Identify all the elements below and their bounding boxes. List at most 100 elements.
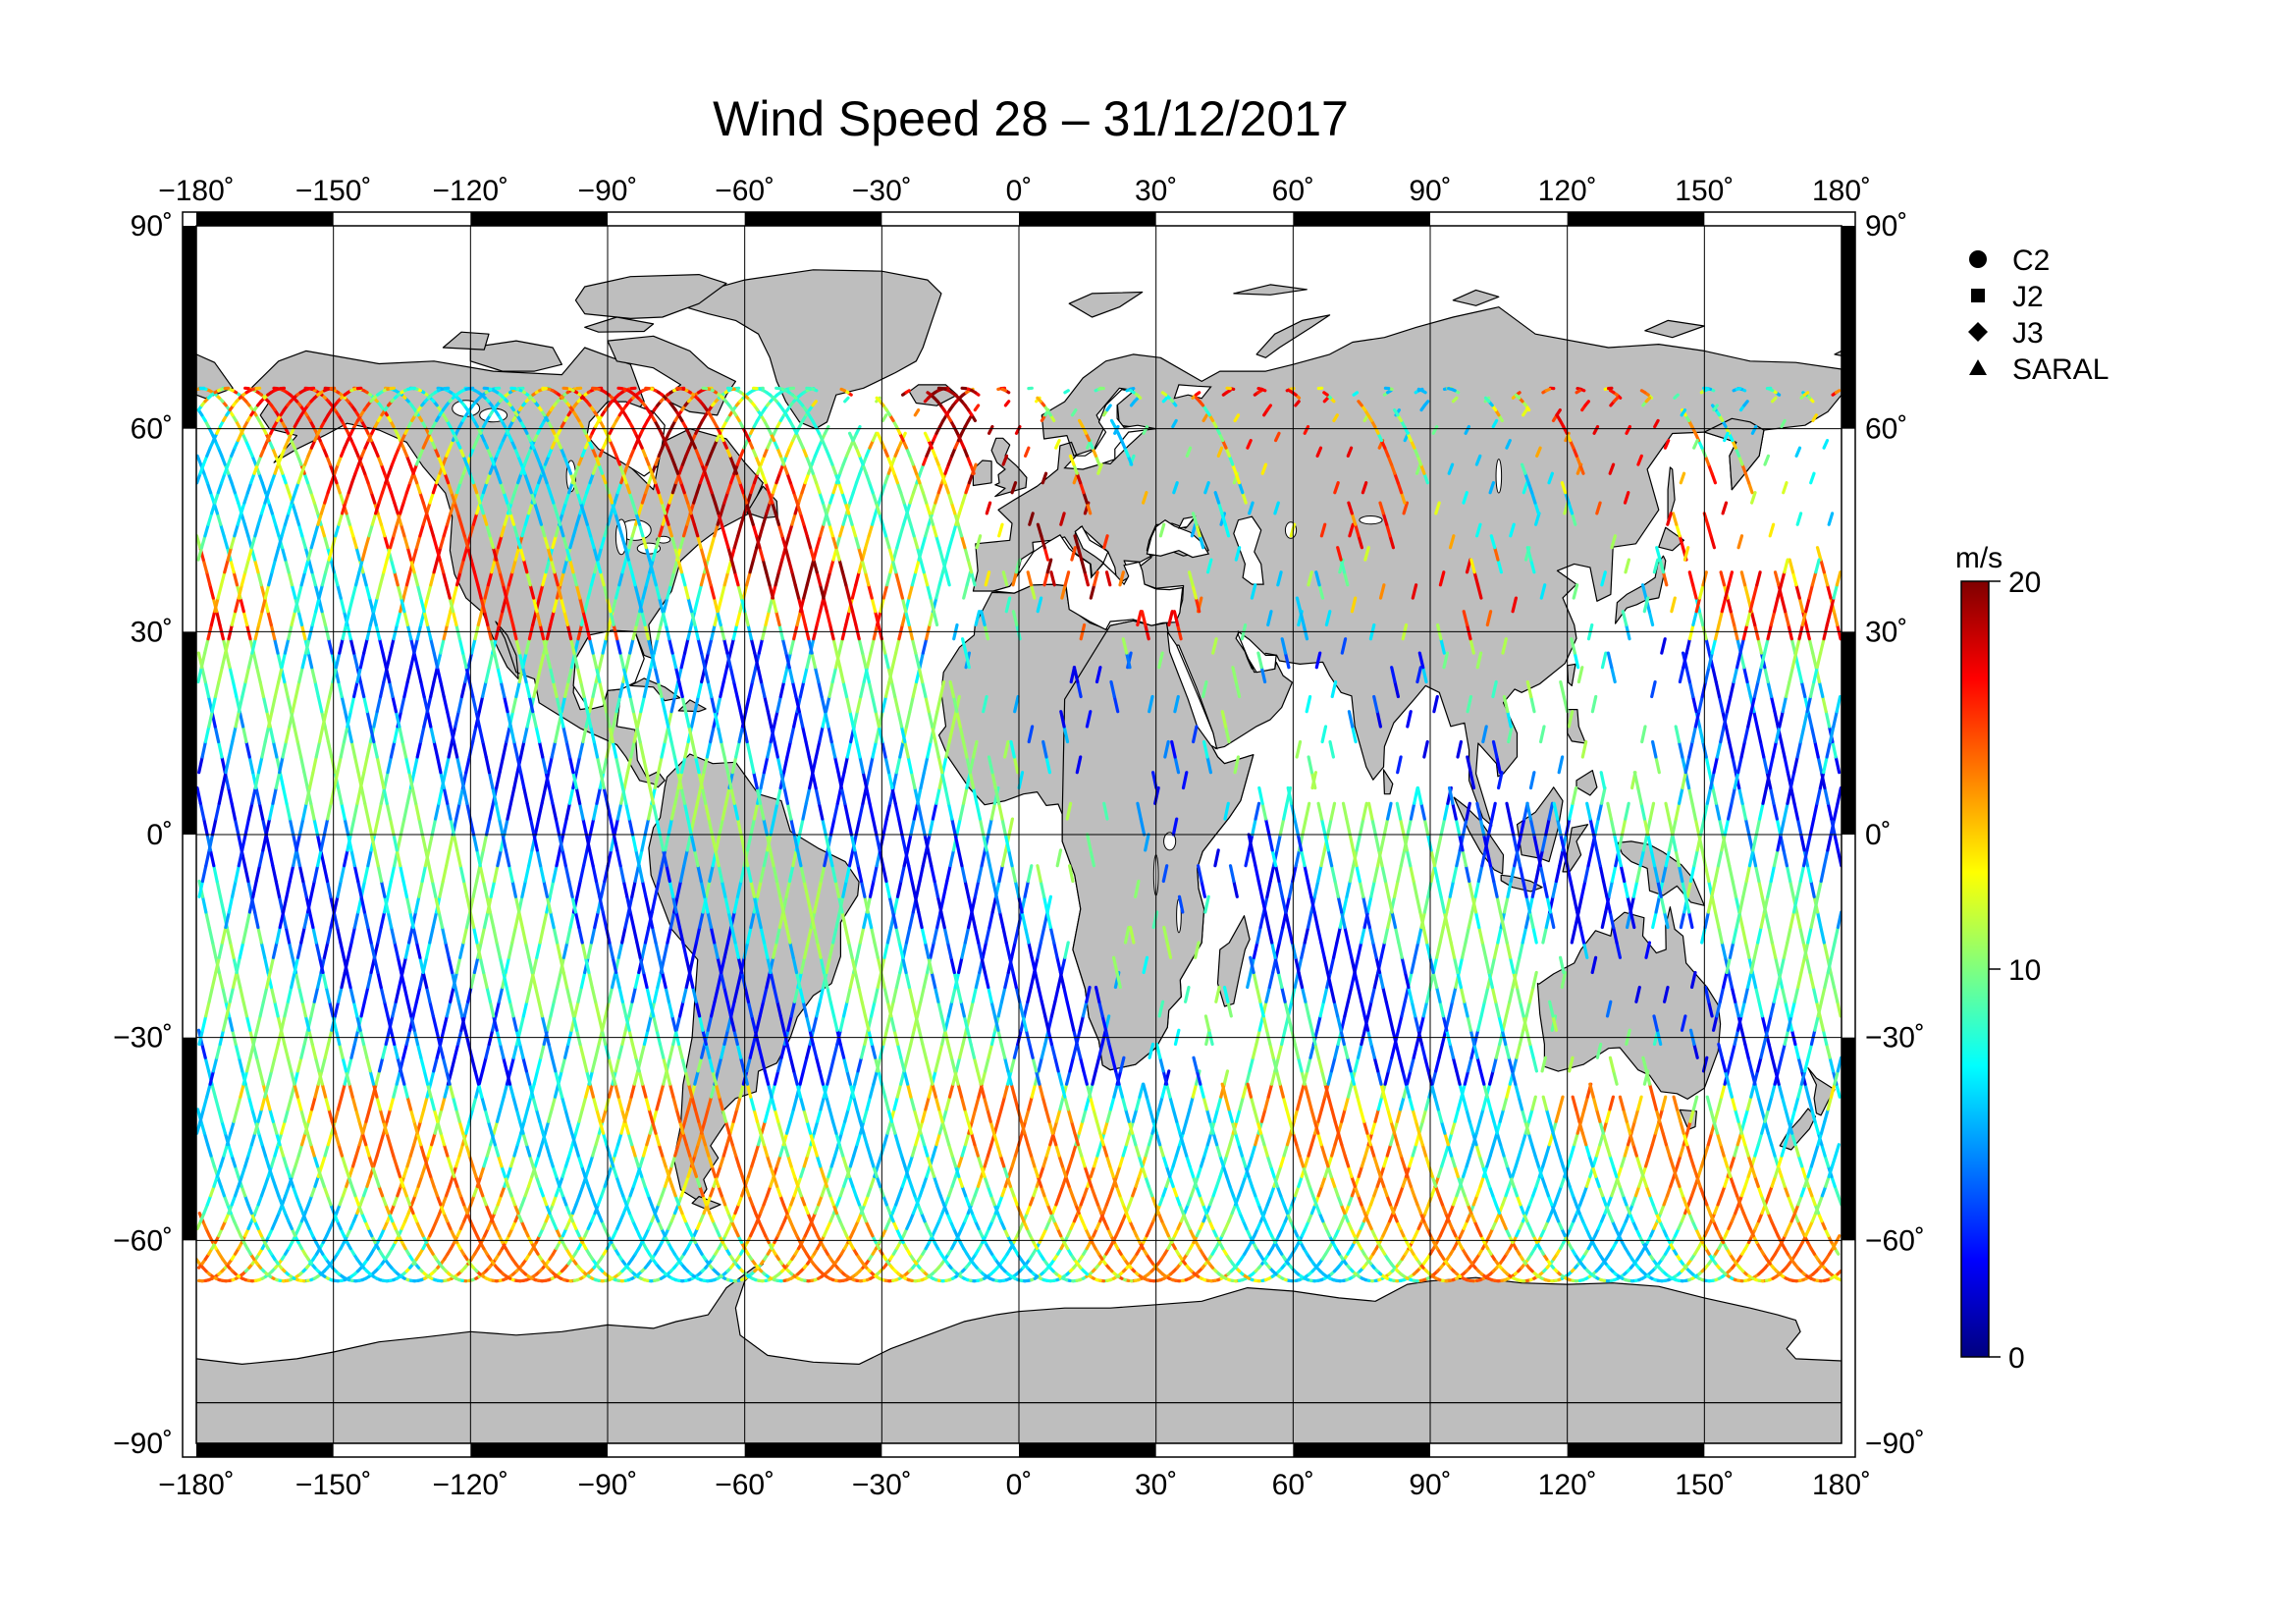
track-segment: [326, 1131, 334, 1147]
track-segment: [250, 1108, 257, 1123]
track-segment: [728, 471, 736, 485]
track-segment: [555, 848, 561, 868]
track-segment: [301, 879, 308, 898]
track-segment: [375, 1095, 382, 1111]
track-segment: [339, 941, 346, 959]
track-segment: [306, 1108, 314, 1123]
track-segment: [1832, 610, 1840, 627]
track-segment: [328, 1000, 335, 1018]
track-segment: [654, 534, 662, 550]
track-segment: [323, 725, 330, 744]
track-segment: [709, 534, 717, 550]
track-segment: [240, 1184, 247, 1198]
track-segment: [337, 985, 344, 1003]
track-segment: [612, 710, 618, 729]
track-segment: [443, 1082, 451, 1099]
track-segment: [366, 848, 373, 868]
track-segment: [1740, 801, 1748, 821]
track-segment: [428, 1069, 436, 1086]
track-segment: [611, 596, 618, 614]
track-segment: [1828, 1055, 1836, 1073]
track-segment: [196, 534, 202, 550]
track-segment: [243, 1082, 251, 1099]
track-segment: [429, 570, 436, 587]
track-segment: [302, 1119, 309, 1135]
track-segment: [383, 771, 390, 790]
track-segment: [402, 679, 409, 699]
track-segment: [1809, 879, 1816, 898]
track-segment: [402, 801, 409, 821]
track-segment: [560, 1055, 567, 1073]
track-segment: [1763, 666, 1770, 684]
track-segment: [265, 1095, 272, 1111]
track-segment: [488, 801, 495, 821]
track-segment: [273, 637, 280, 655]
track-segment: [257, 471, 264, 485]
track-segment: [584, 1082, 591, 1099]
track-segment: [204, 910, 211, 930]
track-segment: [1826, 801, 1834, 821]
track-segment: [287, 570, 294, 587]
track-segment: [1786, 1194, 1793, 1207]
land-ellesmere-island: [574, 274, 727, 319]
track-segment: [269, 985, 277, 1003]
track-segment: [445, 1184, 452, 1198]
track-segment: [624, 651, 632, 670]
track-segment: [630, 522, 638, 538]
track-segment: [431, 481, 439, 495]
track-segment: [233, 817, 240, 837]
track-segment: [208, 583, 215, 600]
track-segment: [503, 817, 509, 837]
track-segment: [212, 864, 219, 884]
track-segment: [395, 610, 402, 627]
track-segment: [462, 1000, 470, 1018]
track-segment: [338, 1042, 345, 1059]
track-segment: [333, 1000, 341, 1018]
track-segment: [1726, 596, 1733, 614]
track-segment: [319, 1174, 326, 1188]
track-segment: [416, 1174, 424, 1188]
track-segment: [1807, 637, 1815, 655]
track-segment: [402, 1082, 409, 1099]
track-segment: [300, 1131, 307, 1147]
track-segment: [231, 679, 239, 699]
track-segment: [1674, 725, 1682, 744]
track-segment: [372, 1154, 379, 1168]
track-segment: [1813, 739, 1820, 759]
track-segment: [1804, 955, 1812, 975]
track-segment: [337, 1143, 344, 1158]
track-segment: [483, 583, 490, 600]
track-segment: [312, 817, 319, 837]
track-segment: [1691, 694, 1698, 714]
track-segment: [322, 1184, 330, 1198]
track-segment: [270, 1154, 277, 1168]
track-segment: [413, 1184, 420, 1198]
track-segment: [1743, 817, 1751, 837]
track-segment: [1704, 755, 1712, 775]
track-segment: [640, 833, 647, 852]
track-segment: [736, 522, 743, 538]
track-segment: [334, 1131, 341, 1147]
track-segment: [586, 583, 594, 600]
track-segment: [286, 694, 294, 714]
track-segment: [510, 925, 517, 945]
track-segment: [377, 1184, 385, 1198]
track-segment: [238, 710, 245, 729]
track-segment: [577, 1108, 584, 1123]
track-segment: [271, 739, 279, 759]
track-segment: [408, 1108, 416, 1123]
track-segment: [454, 801, 461, 821]
track-segment: [217, 970, 225, 990]
lake: [1359, 515, 1383, 525]
track-segment: [551, 1194, 559, 1207]
track-segment: [203, 1055, 211, 1073]
track-segment: [1687, 679, 1695, 699]
track-segment: [576, 985, 584, 1003]
track-segment: [561, 817, 568, 837]
track-segment: [492, 1119, 500, 1135]
track-segment: [615, 481, 623, 495]
track-segment: [198, 801, 206, 821]
track-segment: [441, 864, 449, 884]
track-segment: [497, 985, 505, 1003]
track-segment: [336, 925, 343, 945]
